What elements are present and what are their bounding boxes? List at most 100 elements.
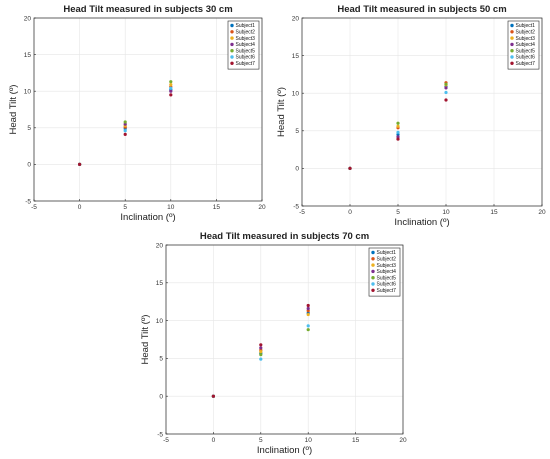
x-axis-label: Inclination (º) (257, 445, 312, 456)
axes-frame (165, 244, 404, 435)
data-point-subject5 (444, 82, 448, 86)
y-axis-label: Head Tilt (º) (276, 87, 287, 137)
x-tick-label: 0 (78, 204, 82, 211)
legend: Subject1Subject2Subject3Subject4Subject5… (227, 20, 260, 70)
data-point-subject6 (306, 324, 310, 328)
legend-marker (510, 49, 514, 53)
legend-entry: Subject6 (377, 282, 397, 288)
x-tick-label: 15 (490, 209, 498, 216)
legend-entry: Subject3 (377, 263, 397, 269)
data-point-subject4 (259, 346, 263, 350)
data-point-subject6 (444, 90, 448, 95)
x-tick-label: 20 (538, 209, 546, 216)
chart-panel-2: -5 0 5 10 15 20 -5 0 5 10 15 20 Head Tilt measured i… (276, 4, 546, 228)
data-point-subject5 (396, 121, 400, 125)
data-point-subject7 (211, 394, 215, 398)
legend-entry: Subject7 (236, 61, 256, 67)
legend-entry: Subject6 (236, 55, 256, 61)
x-tick-label: -5 (299, 209, 305, 216)
plot-area (302, 18, 542, 206)
x-tick-label: 0 (348, 209, 352, 216)
x-tick-label: 15 (213, 204, 221, 211)
y-tick-label: 15 (156, 280, 164, 287)
legend-marker (230, 36, 234, 40)
legend-marker (371, 276, 375, 280)
legend-marker (230, 30, 234, 34)
legend-entry: Subject4 (377, 269, 397, 275)
legend-marker (510, 36, 514, 40)
legend-entry: Subject3 (236, 36, 256, 42)
x-axis-label: Inclination (º) (394, 217, 449, 228)
data-point-subject5 (123, 120, 127, 124)
data-point-subject4 (396, 135, 400, 139)
chart-title: Head Tilt measured in subjects 50 cm (337, 4, 506, 15)
x-tick-label: 10 (167, 204, 175, 211)
y-tick-label: 5 (27, 125, 31, 132)
x-tick-label: 10 (305, 437, 313, 444)
y-tick-label: 15 (292, 53, 300, 60)
plot-area (166, 245, 403, 434)
x-tick-label: 10 (442, 209, 450, 216)
data-point-subject3 (259, 349, 263, 354)
y-tick-label: -5 (157, 431, 163, 438)
axes-frame (33, 17, 263, 202)
data-point-subject3 (306, 312, 310, 317)
y-tick-label: 0 (27, 162, 31, 169)
legend-marker (510, 23, 514, 28)
legend-entry: Subject2 (377, 257, 397, 263)
y-tick-label: 10 (156, 318, 164, 325)
data-point-subject7 (444, 98, 448, 102)
legend-marker (510, 42, 514, 47)
legend-marker (371, 250, 375, 255)
data-point-subject6 (169, 86, 173, 90)
y-tick-label: 10 (24, 89, 32, 96)
data-point-subject3 (396, 124, 400, 128)
x-tick-label: 5 (123, 204, 127, 211)
data-point-subject5 (169, 80, 173, 84)
legend-marker (371, 269, 375, 274)
legend-entry: Subject1 (377, 250, 397, 256)
y-tick-label: 10 (292, 91, 300, 98)
legend-entry: Subject1 (236, 23, 256, 29)
data-point-subject2 (306, 309, 310, 313)
y-tick-label: -5 (25, 198, 31, 205)
legend-marker (510, 30, 514, 34)
legend-entry: Subject2 (516, 30, 536, 36)
x-tick-label: 15 (352, 437, 360, 444)
legend-entry: Subject4 (236, 42, 256, 48)
legend-entry: Subject1 (516, 23, 536, 29)
x-axis-label: Inclination (º) (120, 212, 175, 223)
x-tick-label: -5 (31, 204, 37, 211)
legend-entry: Subject7 (516, 61, 536, 67)
data-point-subject7 (169, 93, 173, 97)
y-tick-label: 15 (24, 52, 32, 59)
data-point-subject5 (259, 353, 263, 357)
y-axis-label: Head Tilt (º) (8, 85, 19, 135)
data-point-subject7 (259, 343, 263, 347)
chart-title: Head Tilt measured in subjects 70 cm (200, 231, 369, 242)
legend-entry: Subject6 (516, 55, 536, 61)
legend-entry: Subject5 (377, 275, 397, 281)
data-point-subject7 (348, 166, 352, 170)
data-point-subject7 (78, 162, 82, 166)
chart-title: Head Tilt measured in subjects 30 cm (63, 4, 232, 15)
legend-marker (230, 42, 234, 47)
data-point-subject4 (123, 122, 127, 126)
data-point-subject6 (123, 129, 127, 133)
y-tick-label: 20 (292, 15, 300, 22)
y-tick-label: 5 (295, 128, 299, 135)
legend-marker (230, 55, 234, 59)
data-point-subject7 (123, 132, 127, 136)
x-tick-label: 20 (399, 437, 407, 444)
data-point-subject6 (396, 130, 400, 134)
y-tick-label: 20 (24, 15, 32, 22)
legend-entry: Subject4 (516, 42, 536, 48)
legend-marker (371, 257, 375, 261)
legend-marker (230, 61, 234, 65)
legend-marker (510, 55, 514, 59)
data-point-subject4 (306, 306, 310, 311)
chart-panel-1: -5 0 5 10 15 20 -5 0 5 10 15 20 Head Tilt measured i… (8, 4, 266, 223)
y-tick-label: 5 (159, 356, 163, 363)
y-axis-label: Head Tilt (º) (140, 315, 151, 365)
